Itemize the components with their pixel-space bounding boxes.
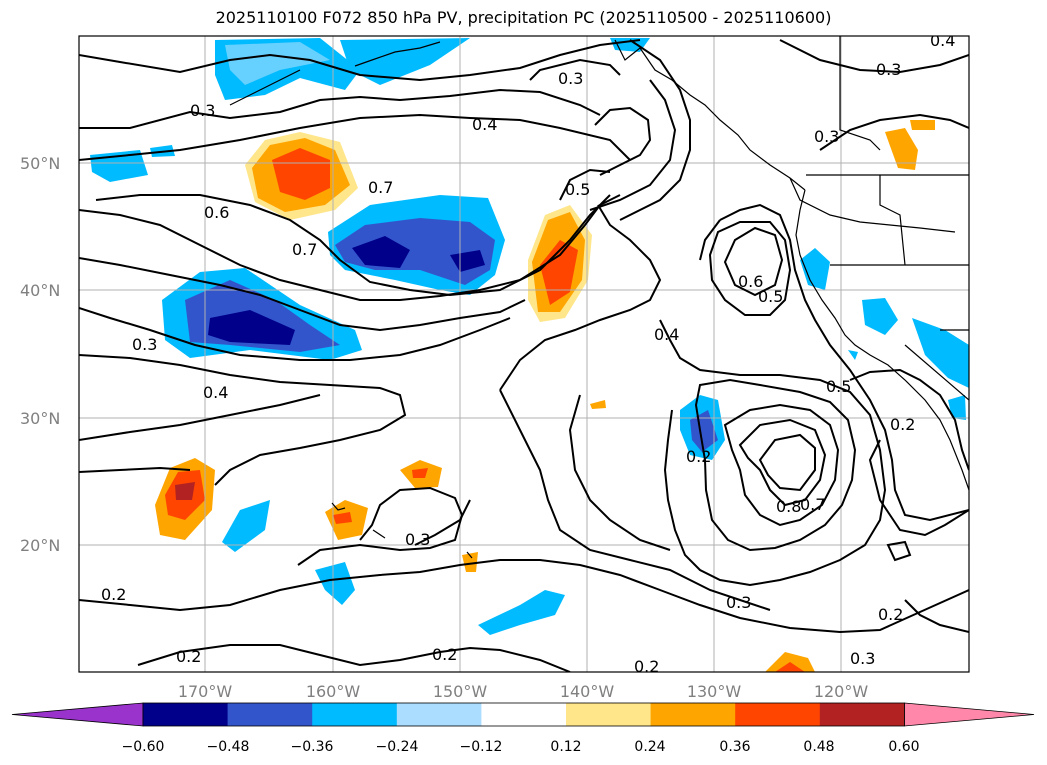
contour-label: 0.3 — [190, 101, 215, 120]
contour-label: 0.3 — [132, 335, 157, 354]
contour-label: 0.7 — [368, 178, 393, 197]
contour-label: 0.3 — [814, 127, 839, 146]
colorbar-tick-label: 0.48 — [803, 739, 834, 755]
contour-label: 0.2 — [101, 585, 126, 604]
map-frame — [78, 35, 970, 673]
colorbar-segment — [650, 703, 736, 726]
contour-label: 0.8 — [776, 497, 801, 516]
colorbar-tick-label: 0.24 — [634, 739, 665, 755]
colorbar — [11, 702, 1035, 727]
colorbar-extend-right — [904, 702, 1035, 727]
lat-label-50n: 50°N — [20, 154, 60, 173]
contour-label: 0.2 — [890, 415, 915, 434]
lon-label-150w: 150°W — [433, 682, 488, 701]
contour-label: 0.3 — [558, 69, 583, 88]
colorbar-tick-label: −0.12 — [460, 739, 503, 755]
colorbar-tick-label: −0.48 — [207, 739, 250, 755]
contour-label: 0.5 — [826, 377, 851, 396]
contour-label: 0.2 — [634, 657, 659, 676]
lon-label-130w: 130°W — [687, 682, 742, 701]
colorbar-segment — [396, 703, 482, 726]
contour-labels: 0.3 0.3 0.3 0.4 0.3 0.7 0.6 0.5 0.7 0.3 … — [101, 31, 955, 676]
map-title: 2025110100 F072 850 hPa PV, precipitatio… — [215, 8, 832, 27]
contour-label: 0.2 — [878, 605, 903, 624]
colorbar-tick-label: 0.36 — [719, 739, 750, 755]
contour-label: 0.5 — [758, 287, 783, 306]
contour-label: 0.7 — [800, 495, 825, 514]
lon-label-120w: 120°W — [814, 682, 869, 701]
contour-label: 0.6 — [204, 203, 229, 222]
contour-label: 0.4 — [930, 31, 955, 50]
contour-label: 0.2 — [432, 645, 457, 664]
contour-label: 0.2 — [176, 647, 201, 666]
colorbar-segment — [143, 703, 229, 726]
longitude-labels: 170°W 160°W 150°W 140°W 130°W 120°W — [178, 682, 869, 701]
latitude-labels: 50°N 40°N 30°N 20°N — [20, 154, 60, 555]
contour-label: 0.4 — [472, 115, 497, 134]
lat-label-30n: 30°N — [20, 409, 60, 428]
contour-label: 0.3 — [850, 649, 875, 668]
contour-label: 0.3 — [405, 530, 430, 549]
contour-label: 0.4 — [654, 325, 679, 344]
colorbar-tick-labels: −0.60 −0.48 −0.36 −0.24 −0.12 0.12 0.24 … — [122, 739, 920, 755]
colorbar-tick-label: 0.12 — [550, 739, 581, 755]
contour-label: 0.3 — [876, 60, 901, 79]
contour-label: 0.3 — [726, 593, 751, 612]
contour-label: 0.4 — [203, 383, 228, 402]
colorbar-segment — [312, 703, 398, 726]
colorbar-tick-label: −0.24 — [376, 739, 419, 755]
colorbar-extend-left — [11, 702, 144, 727]
colorbar-segment — [735, 703, 821, 726]
colorbar-segment — [566, 703, 652, 726]
colorbar-segment — [819, 703, 905, 726]
lon-label-160w: 160°W — [306, 682, 361, 701]
lat-label-20n: 20°N — [20, 536, 60, 555]
lon-label-140w: 140°W — [560, 682, 615, 701]
coastlines — [229, 36, 969, 559]
contour-label: 0.7 — [292, 240, 317, 259]
colorbar-segment — [227, 703, 313, 726]
colorbar-tick-label: −0.60 — [122, 739, 165, 755]
contour-label: 0.2 — [686, 447, 711, 466]
lat-label-40n: 40°N — [20, 281, 60, 300]
colorbar-frame — [142, 702, 905, 727]
colorbar-tick-label: 0.60 — [888, 739, 919, 755]
pv-contours — [79, 39, 969, 672]
contour-label: 0.6 — [738, 272, 763, 291]
colorbar-segment — [481, 703, 567, 726]
contour-label: 0.5 — [565, 180, 590, 199]
colorbar-tick-label: −0.36 — [291, 739, 334, 755]
precip-negative-areas — [90, 38, 969, 635]
lon-label-170w: 170°W — [178, 682, 233, 701]
